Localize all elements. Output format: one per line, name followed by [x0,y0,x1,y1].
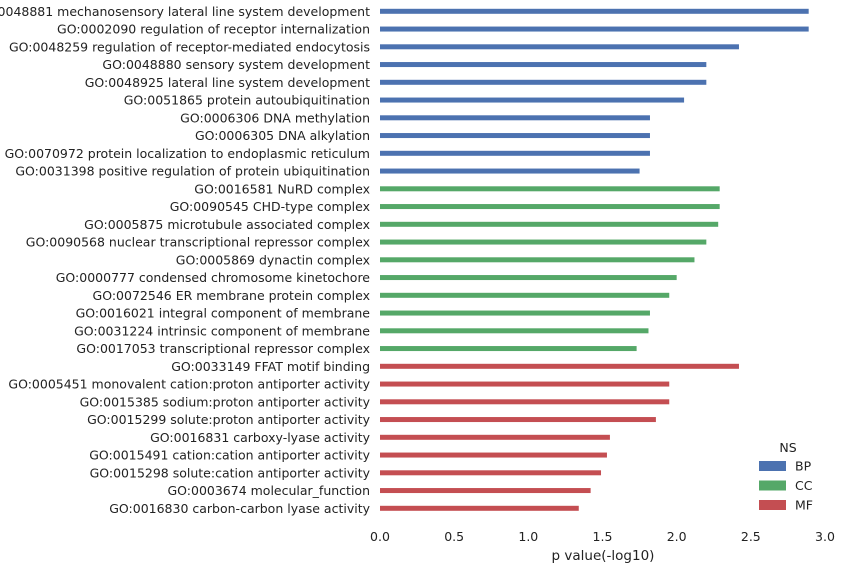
bar-go-0048880 [380,62,707,68]
category-label: GO:0048880 sensory system development [102,57,370,72]
category-label: GO:0090568 nuclear transcriptional repre… [26,235,370,250]
legend-label-mf: MF [795,498,813,513]
bar-go-0033149 [380,363,739,369]
category-label: GO:0006306 DNA methylation [180,110,370,125]
bar-go-0051865 [380,97,685,103]
x-tick-label: 1.0 [518,529,538,544]
category-label: GO:0031398 positive regulation of protei… [15,164,370,179]
bar-go-0015299 [380,417,656,423]
category-label: GO:0016021 integral component of membran… [76,306,371,321]
category-label: GO:0002090 regulation of receptor intern… [57,22,370,37]
category-label: GO:0033149 FFAT motif binding [171,359,370,374]
bar-go-0002090 [380,26,809,32]
category-label: GO:0017053 transcriptional repressor com… [76,341,370,356]
x-tick-label: 3.0 [815,529,835,544]
category-label: GO:0015491 cation:cation antiporter acti… [89,448,370,463]
bar-go-0016830 [380,505,579,511]
bar-go-0015491 [380,452,607,458]
category-label: GO:0015385 sodium:proton antiporter acti… [80,394,371,409]
category-label: GO:0051865 protein autoubiquitination [124,93,370,108]
x-tick-label: 1.5 [593,529,613,544]
bar-go-0015385 [380,399,670,405]
x-tick-label: 0.5 [444,529,464,544]
category-label: GO:0070972 protein localization to endop… [5,146,370,161]
legend-title: NS [779,440,796,455]
bar-go-0070972 [380,150,650,156]
bar-go-0090545 [380,204,720,210]
category-label: GO:0003674 molecular_function [167,483,370,498]
bar-go-0005869 [380,257,695,263]
x-axis-label: p value(-log10) [552,548,655,564]
category-label: GO:0006305 DNA alkylation [195,128,370,143]
bar-go-0016831 [380,434,610,440]
category-labels: GO:0048881 mechanosensory lateral line s… [0,4,371,516]
bar-go-0048259 [380,44,739,50]
category-label: GO:0005869 dynactin complex [176,252,370,267]
category-label: GO:0000777 condensed chromosome kinetoch… [56,270,371,285]
category-label: GO:0072546 ER membrane protein complex [93,288,370,303]
category-label: GO:0005451 monovalent cation:proton anti… [8,377,370,392]
legend: NS BP CC MF [759,440,813,513]
legend-label-cc: CC [795,478,813,493]
bar-go-0016581 [380,186,720,192]
category-label: GO:0015299 solute:proton antiporter acti… [87,412,370,427]
category-label: GO:0048925 lateral line system developme… [85,75,370,90]
bar-go-0006305 [380,133,650,139]
category-label: GO:0048881 mechanosensory lateral line s… [0,4,370,19]
bar-go-0031398 [380,168,640,174]
category-label: GO:0015298 solute:cation antiporter acti… [90,465,371,480]
bar-go-0000777 [380,275,677,281]
bars-group [380,8,809,511]
legend-swatch-mf [759,500,786,510]
bar-go-0017053 [380,346,637,352]
bar-go-0072546 [380,292,670,298]
bar-go-0048881 [380,8,809,14]
category-label: GO:0031224 intrinsic component of membra… [74,323,370,338]
legend-swatch-cc [759,480,786,491]
legend-swatch-bp [759,461,786,471]
bar-go-0005875 [380,221,719,227]
bar-go-0015298 [380,470,602,476]
x-axis-ticks: 0.0 0.5 1.0 1.5 2.0 2.5 3.0 [370,529,835,544]
category-label: GO:0016581 NuRD complex [194,181,370,196]
bar-go-0003674 [380,488,591,494]
bar-go-0048925 [380,79,707,85]
category-label: GO:0016830 carbon-carbon lyase activity [109,501,370,516]
x-tick-label: 2.5 [741,529,761,544]
bar-go-0006306 [380,115,650,121]
bar-go-0016021 [380,310,650,316]
bar-go-0031224 [380,328,649,334]
bar-go-0005451 [380,381,670,387]
category-label: GO:0090545 CHD-type complex [170,199,370,214]
x-tick-label: 2.0 [667,529,687,544]
category-label: GO:0048259 regulation of receptor-mediat… [9,39,370,54]
bar-go-0090568 [380,239,707,245]
category-label: GO:0016831 carboxy-lyase activity [150,430,371,445]
legend-label-bp: BP [795,459,812,474]
category-label: GO:0005875 microtubule associated comple… [84,217,370,232]
x-tick-label: 0.0 [370,529,390,544]
